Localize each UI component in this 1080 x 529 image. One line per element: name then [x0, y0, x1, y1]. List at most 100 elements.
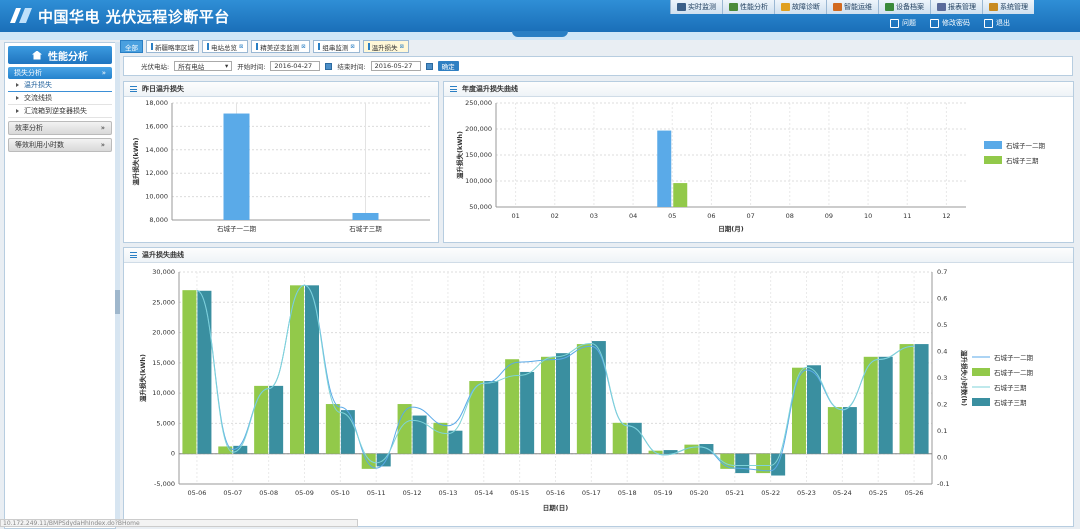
- sidebar-group-equivalent-hours[interactable]: 等效利用小时数»: [8, 138, 112, 152]
- x-tick-label: 05-08: [259, 489, 278, 497]
- top-nav-item[interactable]: 智能运维: [826, 0, 878, 14]
- menu-icon[interactable]: [130, 86, 137, 92]
- top-nav-item[interactable]: 系统管理: [982, 0, 1034, 14]
- arrow-right-icon: [16, 83, 19, 87]
- sidebar-item-combiner-inverter-loss[interactable]: 汇流箱到逆变器损失: [8, 105, 112, 118]
- sidebar-item-temp-loss[interactable]: 温升损失: [8, 79, 112, 92]
- menu-icon[interactable]: [130, 252, 137, 258]
- logout-link[interactable]: 退出: [984, 18, 1010, 28]
- close-icon[interactable]: ⊠: [399, 43, 404, 50]
- legend-label: 石城子三期: [994, 384, 1027, 392]
- main-content: 全部 新疆略率区域 电站总览 ⊠ 精美逆变监测 ⊠ 组串监测 ⊠ 温升损失 ⊠ 光伏电站…: [120, 38, 1078, 527]
- bar: [412, 415, 427, 454]
- y-tick-label: 8,000: [149, 216, 168, 224]
- calendar-icon[interactable]: [325, 62, 333, 70]
- x-axis-label: 日期(月): [718, 224, 743, 233]
- top-nav-item[interactable]: 性能分析: [722, 0, 774, 14]
- x-tick-label: 08: [786, 212, 794, 220]
- tab-temp-loss[interactable]: 温升损失 ⊠: [362, 40, 409, 53]
- x-tick-label: 05-24: [833, 489, 852, 497]
- x-tick-label: 05-07: [223, 489, 242, 497]
- legend-label: 石城子一二期: [994, 369, 1034, 377]
- legend-label: 石城子一二期: [994, 354, 1034, 362]
- header-collapse-handle[interactable]: [512, 31, 568, 37]
- sidebar-group-efficiency[interactable]: 效率分析»: [8, 121, 112, 135]
- x-tick-label: 05-16: [546, 489, 565, 497]
- bar: [290, 285, 304, 454]
- x-tick-label: 07: [746, 212, 754, 220]
- chart-icon: [729, 3, 738, 11]
- y-tick-label: 200,000: [465, 125, 492, 133]
- top-nav-item[interactable]: 报表管理: [930, 0, 982, 14]
- y-axis-label: 温升损失(kWh): [131, 137, 140, 185]
- bar: [352, 212, 379, 220]
- y2-tick-label: 0.1: [937, 427, 947, 435]
- bar: [863, 356, 878, 454]
- user-bar: 问题 修改密码 退出: [890, 18, 1010, 28]
- legend-swatch: [984, 141, 1002, 149]
- top-nav-item[interactable]: 实时监测: [670, 0, 722, 14]
- y-tick-label: 20,000: [152, 329, 175, 337]
- tab-string-monitor[interactable]: 组串监测 ⊠: [313, 40, 360, 53]
- bar: [792, 367, 806, 454]
- close-icon[interactable]: ⊠: [239, 43, 244, 50]
- top-nav-item[interactable]: 设备档案: [878, 0, 930, 14]
- x-tick-label: 05-06: [187, 489, 206, 497]
- y-axis-label: 温升损失(kWh): [138, 354, 147, 402]
- x-tick-label: 02: [551, 212, 559, 220]
- bar: [197, 290, 212, 454]
- sidebar-splitter[interactable]: [115, 42, 120, 527]
- legend-swatch: [972, 398, 990, 406]
- bar: [223, 113, 250, 220]
- bar: [484, 381, 499, 454]
- bar: [673, 183, 688, 207]
- x-tick-label: 03: [590, 212, 598, 220]
- bar: [469, 381, 484, 454]
- y2-tick-label: 0.6: [937, 295, 947, 303]
- x-tick-label: 05-26: [905, 489, 924, 497]
- end-date-input[interactable]: 2016-05-27: [370, 61, 421, 71]
- bar: [325, 404, 340, 454]
- status-url: 10.172.249.11/BMPSdydaHhIndex.do?BHome: [0, 519, 358, 527]
- menu-icon[interactable]: [450, 86, 457, 92]
- annual-loss-chart: 50,000 100,000 150,000 200,000 250,000 温升损失(k…: [455, 99, 1046, 233]
- station-select[interactable]: 所有电站 ▾: [174, 61, 233, 71]
- top-nav-item[interactable]: 故障诊断: [774, 0, 826, 14]
- yesterday-loss-chart: 8,000 10,000 12,000 14,000 16,000 18,000 温升损失(…: [131, 99, 430, 233]
- splitter-grip[interactable]: [115, 290, 120, 314]
- x-axis-label: 日期(日): [543, 503, 568, 512]
- tab-all[interactable]: 全部: [120, 40, 143, 53]
- y-tick-label: 0: [171, 450, 175, 458]
- bar: [827, 407, 842, 454]
- sidebar-title: 性能分析: [8, 46, 112, 64]
- top-nav-label: 系统管理: [1000, 3, 1028, 11]
- tab-xinjiang-region[interactable]: 新疆略率区域: [146, 40, 199, 53]
- sidebar-item-ac-line-loss[interactable]: 交流线损: [8, 92, 112, 105]
- top-nav-label: 报表管理: [948, 3, 976, 11]
- change-password-link[interactable]: 修改密码: [930, 18, 970, 28]
- close-icon[interactable]: ⊠: [301, 43, 306, 50]
- bar: [591, 341, 606, 454]
- sidebar-group-loss-analysis[interactable]: 损失分析»: [8, 67, 112, 79]
- bar: [520, 371, 535, 454]
- bar: [878, 356, 893, 454]
- user-name[interactable]: 问题: [890, 18, 916, 28]
- y2-axis-label: 温升损失小时数(h): [960, 350, 969, 406]
- x-tick-label: 05-10: [331, 489, 350, 497]
- confirm-button[interactable]: 确定: [437, 61, 459, 71]
- bar: [182, 290, 197, 454]
- calendar-icon[interactable]: [425, 62, 433, 70]
- close-icon[interactable]: ⊠: [350, 43, 355, 50]
- x-tick-label: 05-14: [474, 489, 493, 497]
- daily-loss-panel: 温升损失曲线 -5,000 0 5,000 10,000 15,000 20,000 25,…: [123, 247, 1074, 527]
- panel-header: 温升损失曲线: [124, 248, 1073, 263]
- x-tick-label: 12: [942, 212, 950, 220]
- x-tick-label: 05-09: [295, 489, 314, 497]
- system-icon: [989, 3, 998, 11]
- x-tick-label: 04: [629, 212, 637, 220]
- start-date-input[interactable]: 2016-04-27: [270, 61, 321, 71]
- tab-station-overview[interactable]: 电站总览 ⊠: [202, 40, 249, 53]
- y2-tick-label: 0.7: [937, 268, 947, 276]
- edit-icon: [930, 18, 939, 28]
- tab-inverter-monitor[interactable]: 精美逆变监测 ⊠: [251, 40, 311, 53]
